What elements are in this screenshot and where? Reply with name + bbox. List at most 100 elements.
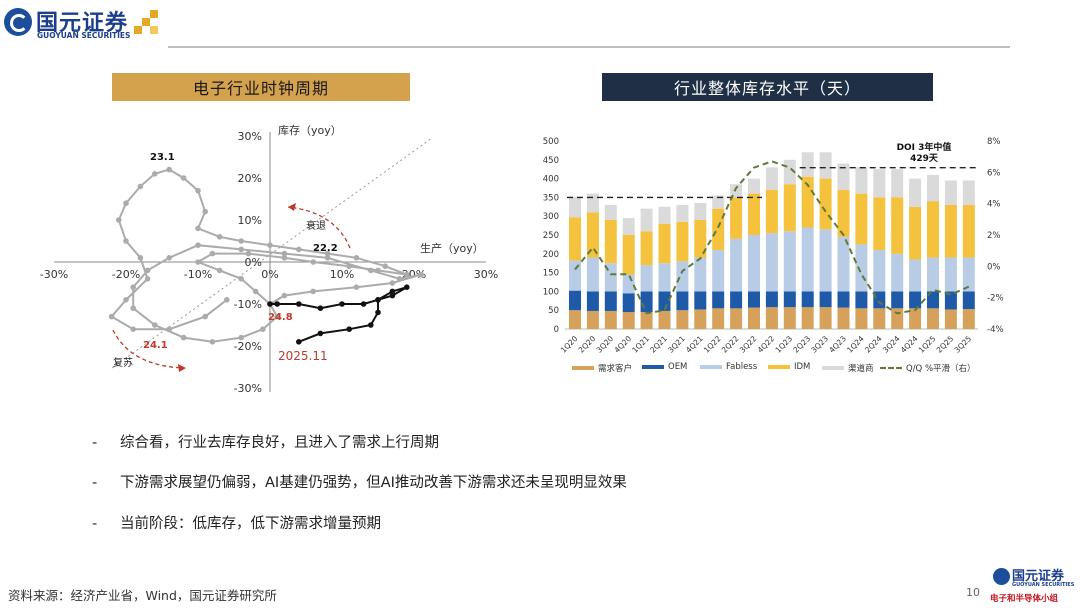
x-tick-label: 30% bbox=[474, 268, 498, 281]
x-tick-label: 1Q22 bbox=[702, 334, 723, 355]
bar-segment-idm bbox=[765, 189, 778, 234]
recent-point bbox=[274, 301, 281, 307]
left-y-tick-label: 450 bbox=[543, 156, 559, 166]
clock-annotation: 2025.11 bbox=[278, 349, 328, 363]
bar-segment-demand bbox=[944, 309, 957, 329]
bar-segment-fabless bbox=[694, 257, 707, 292]
bar-segment-idm bbox=[658, 223, 671, 264]
bar-segment-idm bbox=[712, 208, 725, 251]
logo-text-en: GUOYUAN SECURITIES bbox=[37, 31, 131, 40]
legend-label: 需求客户 bbox=[598, 364, 633, 374]
clock-annotation: 24.8 bbox=[268, 312, 293, 323]
bar-segment-oem bbox=[837, 291, 850, 308]
history-point bbox=[389, 280, 396, 286]
history-point bbox=[202, 208, 208, 215]
history-point bbox=[382, 263, 389, 270]
recent-point bbox=[317, 305, 324, 312]
history-point bbox=[281, 292, 288, 299]
x-tick-label: 3Q22 bbox=[738, 334, 759, 355]
left-y-tick-label: 350 bbox=[543, 193, 559, 203]
recession-arrow bbox=[287, 206, 351, 249]
history-point bbox=[144, 276, 151, 282]
legend-label: OEM bbox=[668, 362, 688, 372]
clock-annotation: 24.1 bbox=[143, 340, 168, 351]
right-y-tick-label: 4% bbox=[987, 200, 1001, 210]
bar-segment-fabless bbox=[730, 238, 743, 292]
bar-segment-oem bbox=[748, 291, 760, 308]
bar-segment-oem bbox=[604, 291, 617, 311]
legend-label: Q/Q %平滑（右） bbox=[906, 364, 976, 374]
bar-segment-demand bbox=[712, 308, 725, 329]
bullet-item: - 当前阶段：低库存，低下游需求增量预期 bbox=[92, 512, 381, 533]
bullet-text: 综合看，行业去库存良好，且进入了需求上行周期 bbox=[120, 435, 439, 451]
history-point bbox=[368, 267, 374, 274]
bar-segment-fabless bbox=[658, 263, 671, 292]
y-tick-label: -10% bbox=[234, 298, 262, 311]
history-point bbox=[116, 217, 122, 223]
recent-point bbox=[296, 339, 302, 345]
recent-point bbox=[360, 301, 367, 307]
logo-square-icon bbox=[150, 10, 158, 18]
right-y-tick-label: 6% bbox=[987, 168, 1001, 178]
history-point bbox=[137, 254, 144, 261]
bar-segment-oem bbox=[730, 291, 743, 309]
history-point bbox=[209, 339, 216, 345]
left-y-tick-label: 400 bbox=[543, 175, 559, 185]
bar-segment-idm bbox=[783, 184, 796, 232]
x-tick-label: 2Q25 bbox=[935, 334, 956, 355]
legend-swatch bbox=[642, 365, 664, 369]
bar-segment-oem bbox=[712, 291, 725, 309]
inventory-chart-title: 行业整体库存水平（天） bbox=[602, 73, 933, 101]
history-point bbox=[260, 326, 266, 333]
bar-segment-demand bbox=[927, 308, 939, 329]
bar-segment-channel bbox=[891, 169, 904, 198]
history-point bbox=[123, 297, 129, 303]
bar-segment-demand bbox=[783, 307, 796, 329]
bar-segment-demand bbox=[730, 308, 743, 329]
bar-segment-channel bbox=[640, 208, 653, 232]
bar-segment-fabless bbox=[569, 260, 581, 291]
bar-segment-channel bbox=[712, 195, 725, 209]
history-point bbox=[353, 284, 360, 291]
history-point bbox=[180, 334, 187, 341]
history-point bbox=[238, 334, 244, 341]
doi-annotation: DOI 3年中值 bbox=[897, 141, 952, 153]
recent-point bbox=[346, 326, 353, 333]
history-point bbox=[310, 259, 317, 265]
x-tick-label: 1Q21 bbox=[630, 334, 651, 355]
bar-segment-idm bbox=[730, 197, 743, 239]
history-point bbox=[281, 254, 288, 261]
legend-item-channel: 渠道商 bbox=[822, 362, 874, 374]
x-tick-label: 3Q20 bbox=[595, 334, 616, 355]
bar-segment-idm bbox=[748, 193, 760, 235]
history-point bbox=[137, 183, 144, 190]
legend-item-idm: IDM bbox=[768, 362, 810, 372]
history-point bbox=[202, 313, 208, 320]
team-name: 电子和半导体小组 bbox=[990, 594, 1059, 604]
bar-segment-channel bbox=[765, 167, 778, 190]
legend-item-oem: OEM bbox=[642, 362, 687, 372]
logo-swirl-icon bbox=[4, 8, 32, 36]
footer-logo-text-cn: 国元证券 bbox=[1012, 569, 1065, 584]
x-tick-label: 4Q20 bbox=[612, 334, 633, 355]
x-tick-label: -30% bbox=[40, 268, 68, 281]
recovery-arrowhead-icon bbox=[178, 364, 186, 372]
y-tick-label: -30% bbox=[234, 382, 262, 395]
recent-point bbox=[267, 301, 273, 307]
recent-path bbox=[270, 286, 408, 343]
bar-segment-fabless bbox=[944, 257, 957, 292]
logo-square-icon bbox=[142, 18, 150, 26]
legend-label: IDM bbox=[794, 362, 811, 372]
bar-segment-channel bbox=[604, 204, 617, 220]
bar-segment-demand bbox=[837, 307, 850, 329]
history-point bbox=[346, 263, 353, 270]
bar-segment-fabless bbox=[622, 274, 635, 294]
left-y-tick-label: 150 bbox=[543, 269, 559, 279]
bar-segment-demand bbox=[658, 310, 671, 329]
x-axis-title: 生产（yoy） bbox=[420, 241, 484, 255]
bar-segment-oem bbox=[927, 291, 939, 309]
history-point bbox=[216, 267, 223, 274]
recent-point bbox=[368, 322, 374, 328]
bar-segment-demand bbox=[873, 308, 886, 329]
